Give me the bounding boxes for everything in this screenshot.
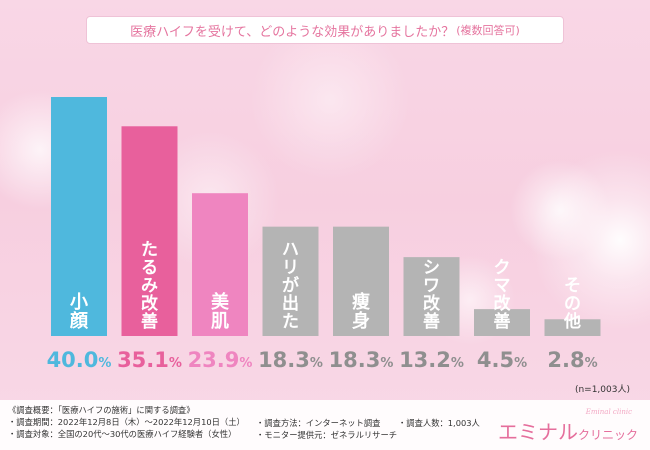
logo-wordmark: エミナルクリニック: [498, 416, 638, 445]
footer-panel: [0, 400, 650, 450]
bar-1: [51, 97, 107, 336]
bar-category-label: ハリが出た: [282, 240, 299, 332]
bar-category-label: 小顔: [69, 292, 89, 332]
title-subtext: (複数回答可): [456, 24, 520, 37]
bar-value-label: 2.8%: [547, 348, 597, 372]
bar-chart: 小顔 40.0% たるみ改善 35.1% 美肌 23.9% ハリが出た 18.3% 痩身 18.3…: [47, 97, 601, 372]
survey-period: ・調査期間：2022年12月8日（木）〜2022年12月10日（土）: [8, 417, 245, 427]
bar-value-label: 40.0%: [47, 348, 112, 372]
survey-overview: 《調査概要：「医療ハイフの施術」に関する調査》 ・調査期間：2022年12月8日…: [8, 404, 480, 440]
survey-heading: 《調査概要：「医療ハイフの施術」に関する調査》: [8, 405, 195, 415]
bar-4: [262, 226, 319, 336]
survey-count: ・調査人数：1,003人: [398, 418, 480, 428]
chart-title: 医療ハイフを受けて、どのような効果がありましたか？ (複数回答可): [86, 16, 564, 44]
bar-value-label: 4.5%: [477, 348, 527, 372]
survey-provider: ・モニター提供元：ゼネラルリサーチ: [256, 430, 398, 440]
bar-category-label: クマ改善: [494, 258, 512, 332]
bar-category-label: 痩身: [352, 291, 371, 332]
survey-target: ・調査対象：全国の20代〜30代の医療ハイフ経験者（女性）: [8, 429, 237, 439]
bar-value-label: 35.1%: [117, 348, 182, 372]
bar-value-label: 23.9%: [188, 348, 253, 372]
bar-category-label: シワ改善: [423, 258, 441, 332]
bar-value-label: 18.3%: [258, 348, 323, 372]
logo-suffix: クリニック: [577, 428, 638, 442]
sample-size-note: (n=1,003人): [574, 385, 630, 395]
survey-middle-column: ・調査方法：インターネット調査 ・モニター提供元：ゼネラルリサーチ: [256, 417, 397, 441]
bar-value-label: 13.2%: [399, 348, 464, 372]
bar-2: [121, 126, 178, 336]
logo-name: エミナル: [497, 420, 578, 444]
survey-method: ・調査方法：インターネット調査: [256, 418, 381, 428]
bar-6: [403, 257, 460, 336]
title-text: 医療ハイフを受けて、どのような効果がありましたか？: [130, 24, 455, 40]
bar-8: [544, 319, 601, 336]
logo-tagline: Eminal clinic: [585, 408, 632, 416]
bar-5: [333, 226, 389, 336]
bar-3: [192, 193, 248, 336]
clinic-logo: Eminal clinic エミナルクリニック: [488, 408, 638, 446]
bar-value-label: 18.3%: [329, 348, 394, 372]
bar-category-label: たるみ改善: [141, 240, 159, 332]
bar-category-label: その他: [563, 276, 581, 332]
bar-7: [474, 309, 530, 336]
bar-category-label: 美肌: [211, 291, 229, 332]
